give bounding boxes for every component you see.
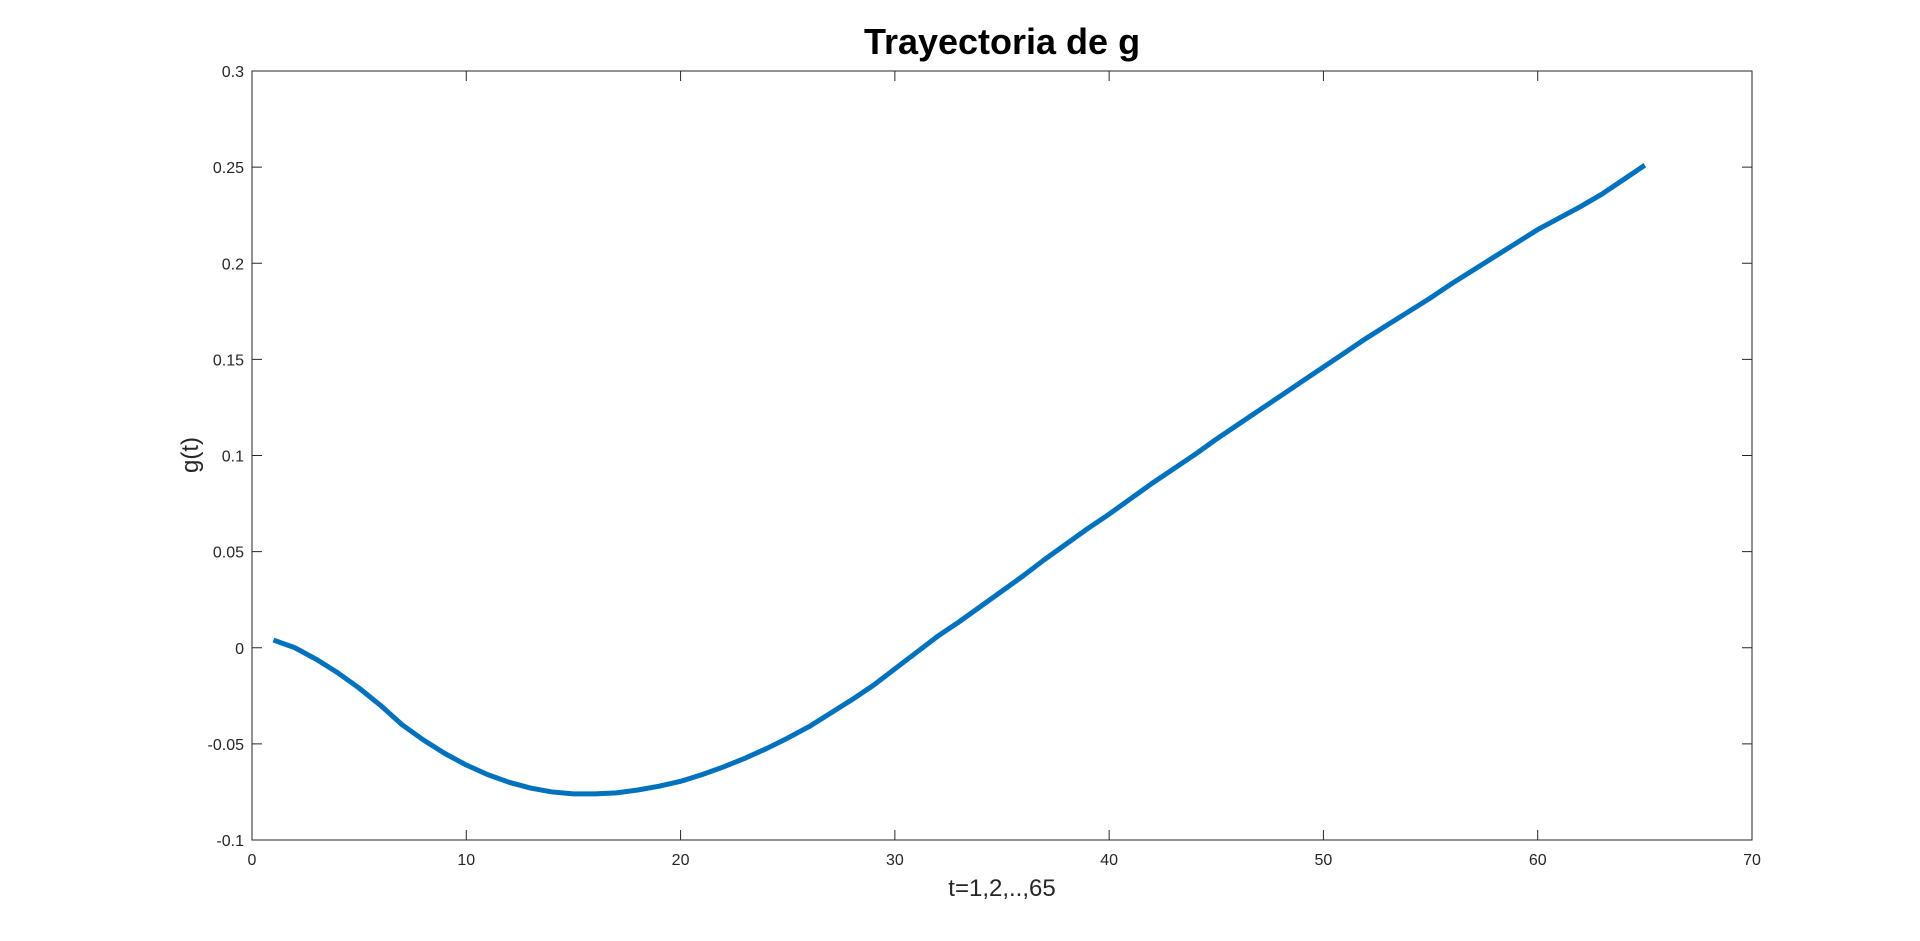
y-tick-label: 0.25 — [213, 160, 244, 177]
series-layer — [272, 163, 1647, 797]
y-tick-label: 0 — [235, 641, 244, 658]
x-tick-label: 70 — [1743, 852, 1761, 869]
y-tick-label: 0.15 — [213, 352, 244, 369]
y-tick-label: 0.1 — [222, 449, 244, 466]
x-tick-labels: 0 10 20 30 40 50 60 70 — [248, 852, 1761, 869]
x-axis-label: t=1,2,..,65 — [948, 875, 1055, 902]
x-tick-label: 0 — [248, 852, 257, 869]
x-tick-label: 60 — [1529, 852, 1547, 869]
plot-frame — [251, 70, 1753, 841]
y-tick-label: -0.1 — [216, 833, 244, 850]
series-line-g — [272, 163, 1647, 797]
plot-background — [252, 71, 1752, 840]
x-tick-label: 40 — [1100, 852, 1118, 869]
y-axis-label: g(t) — [177, 437, 204, 473]
y-tick-label: -0.05 — [208, 737, 245, 754]
y-tick-label: 0.05 — [213, 545, 244, 562]
y-tick-label: 0.2 — [222, 256, 244, 273]
y-tick-label: 0.3 — [222, 64, 244, 81]
y-tick-labels: -0.1 -0.05 0 0.05 0.1 0.15 0.2 0.25 0.3 — [208, 64, 245, 850]
x-tick-label: 50 — [1315, 852, 1333, 869]
x-tick-label: 10 — [457, 852, 475, 869]
x-tick-label: 20 — [672, 852, 690, 869]
chart-title: Trayectoria de g — [864, 21, 1140, 62]
x-tick-label: 30 — [886, 852, 904, 869]
